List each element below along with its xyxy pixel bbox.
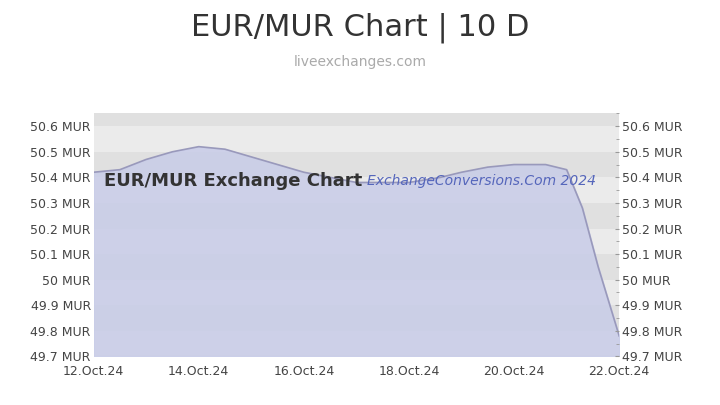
Bar [94,228,619,254]
Bar [94,280,619,305]
Bar [94,152,619,177]
Bar [94,113,619,126]
Bar [94,177,619,203]
Text: liveexchanges.com: liveexchanges.com [294,55,426,69]
Bar [94,254,619,280]
Bar [94,126,619,152]
Bar [94,305,619,331]
Text: EUR/MUR Chart | 10 D: EUR/MUR Chart | 10 D [191,12,529,43]
Text: EUR/MUR Exchange Chart: EUR/MUR Exchange Chart [104,173,362,190]
Text: ExchangeConversions.Com 2024: ExchangeConversions.Com 2024 [367,175,596,188]
Bar [94,203,619,228]
Bar [94,331,619,356]
